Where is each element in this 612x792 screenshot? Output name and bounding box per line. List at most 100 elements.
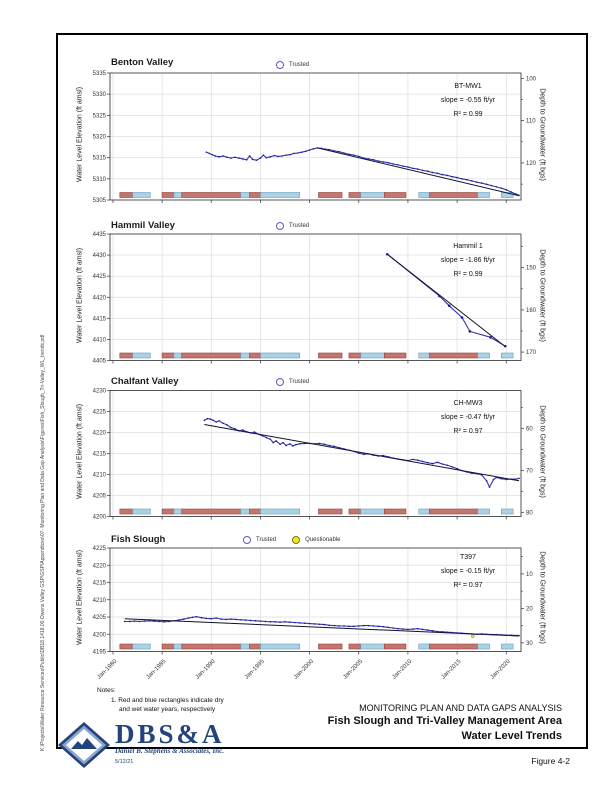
- svg-text:4205: 4205: [93, 615, 107, 621]
- svg-text:4220: 4220: [93, 431, 107, 437]
- slope-value: slope = -1.86 ft/yr: [440, 257, 496, 264]
- questionable-marker-icon: [292, 536, 301, 544]
- r2-value: R² = 0.97: [453, 582, 483, 589]
- trend-annotation-hammil: Hammil 1 slope = -1.86 ft/yr R² = 0.99: [398, 240, 538, 282]
- trend-line: [124, 618, 520, 637]
- svg-text:5305: 5305: [93, 198, 107, 204]
- legend-fish-slough: Trusted Questionable: [243, 536, 340, 544]
- logo-name: DBS&A: [115, 719, 225, 749]
- trusted-marker-icon: [276, 378, 284, 386]
- water-level-line: [206, 147, 520, 196]
- y-axis-label-right: Depth to Groundwater (ft bgs): [538, 405, 546, 498]
- notes-line: and wet water years, respectively: [119, 706, 216, 713]
- svg-text:4225: 4225: [93, 546, 107, 552]
- svg-text:Jan-1985: Jan-1985: [146, 658, 168, 680]
- chart-title-benton-valley: Benton Valley: [111, 57, 174, 68]
- page-frame: [56, 33, 588, 749]
- svg-text:4215: 4215: [93, 581, 107, 587]
- r2-value: R² = 0.99: [453, 111, 483, 118]
- svg-text:70: 70: [526, 468, 533, 474]
- svg-text:4405: 4405: [93, 359, 107, 365]
- trend-line: [386, 253, 506, 347]
- y-axis-label-left: Water Level Elevation (ft amsl): [76, 403, 84, 500]
- svg-text:160: 160: [526, 308, 537, 314]
- svg-text:Jan-2000: Jan-2000: [293, 658, 315, 680]
- svg-text:5310: 5310: [93, 177, 107, 183]
- trend-annotation-chalfant: CH-MW3 slope = -0.47 ft/yr R² = 0.97: [398, 397, 538, 439]
- svg-text:10: 10: [526, 572, 533, 578]
- logo-date: 5/12/21: [115, 759, 134, 765]
- svg-text:80: 80: [526, 510, 533, 516]
- svg-text:4215: 4215: [93, 452, 107, 458]
- svg-text:4220: 4220: [93, 563, 107, 569]
- svg-text:Jan-2005: Jan-2005: [342, 658, 364, 680]
- trusted-marker-icon: [243, 536, 251, 544]
- svg-text:20: 20: [526, 606, 533, 612]
- svg-text:4195: 4195: [93, 650, 107, 656]
- svg-text:5325: 5325: [93, 113, 107, 119]
- svg-text:4210: 4210: [93, 598, 107, 604]
- y-axis-label-left: Water Level Elevation (ft amsl): [76, 247, 84, 344]
- well-name: BT-MW1: [454, 83, 482, 90]
- svg-text:Jan-1995: Jan-1995: [244, 658, 266, 680]
- svg-text:4420: 4420: [93, 295, 107, 301]
- notes-heading: Notes:: [97, 687, 116, 694]
- svg-text:4205: 4205: [93, 494, 107, 500]
- r2-value: R² = 0.99: [453, 271, 483, 278]
- svg-text:Jan-2010: Jan-2010: [391, 658, 413, 680]
- well-name: CH-MW3: [453, 400, 483, 407]
- svg-text:4200: 4200: [93, 632, 107, 638]
- title-block: MONITORING PLAN AND DATA GAPS ANALYSIS F…: [328, 702, 562, 743]
- svg-text:4435: 4435: [93, 232, 107, 238]
- legend-benton: Trusted: [276, 61, 309, 69]
- svg-text:Jan-2020: Jan-2020: [490, 658, 512, 680]
- trusted-marker-icon: [276, 61, 284, 69]
- trusted-label: Trusted: [256, 537, 277, 543]
- svg-text:Jan-1980: Jan-1980: [96, 658, 118, 680]
- well-name: T397: [460, 554, 476, 561]
- logo-subtitle: Daniel B. Stephens & Associates, Inc.: [115, 747, 225, 755]
- svg-text:Jan-1990: Jan-1990: [195, 658, 217, 680]
- svg-text:Jan-2015: Jan-2015: [441, 658, 463, 680]
- y-axis-label-right: Depth to Groundwater (ft bgs): [538, 249, 546, 342]
- chart-title-hammil-valley: Hammil Valley: [111, 220, 175, 231]
- notes: Notes: 1. Red and blue rectangles indica…: [97, 686, 224, 715]
- slope-value: slope = -0.47 ft/yr: [440, 414, 496, 421]
- svg-text:30: 30: [526, 641, 533, 647]
- trusted-marker-icon: [276, 222, 284, 230]
- svg-text:4210: 4210: [93, 473, 107, 479]
- slope-value: slope = -0.15 ft/yr: [440, 568, 496, 575]
- trend-annotation-benton: BT-MW1 slope = -0.55 ft/yr R² = 0.99: [398, 80, 538, 122]
- questionable-point: [471, 634, 475, 639]
- svg-text:110: 110: [526, 119, 536, 125]
- svg-text:150: 150: [526, 266, 537, 272]
- chart-title-chalfant-valley: Chalfant Valley: [111, 376, 179, 387]
- figure-title-line2: Water Level Trends: [461, 729, 562, 742]
- dbsa-logo: DBS&A Daniel B. Stephens & Associates, I…: [58, 719, 225, 768]
- svg-text:60: 60: [526, 426, 533, 432]
- svg-text:4415: 4415: [93, 316, 107, 322]
- svg-text:5320: 5320: [93, 135, 107, 141]
- trend-line: [317, 147, 520, 197]
- y-axis-label-right: Depth to Groundwater (ft bgs): [538, 88, 546, 181]
- svg-text:4225: 4225: [93, 410, 107, 416]
- legend-hammil: Trusted: [276, 222, 309, 230]
- svg-text:4425: 4425: [93, 274, 107, 280]
- trusted-label: Trusted: [289, 223, 310, 229]
- legend-chalfant: Trusted: [276, 378, 309, 386]
- svg-text:4200: 4200: [93, 515, 107, 521]
- notes-line: 1. Red and blue rectangles indicate dry: [111, 696, 224, 704]
- svg-text:5315: 5315: [93, 156, 107, 162]
- svg-text:120: 120: [526, 161, 537, 167]
- svg-text:5330: 5330: [93, 92, 107, 98]
- figure-number: Figure 4-2: [531, 756, 570, 766]
- trusted-label: Trusted: [289, 62, 310, 68]
- figure-title-line1: Fish Slough and Tri-Valley Management Ar…: [327, 715, 562, 727]
- svg-text:4430: 4430: [93, 253, 107, 259]
- r2-value: R² = 0.97: [453, 428, 483, 435]
- svg-text:100: 100: [526, 76, 537, 82]
- svg-text:170: 170: [526, 350, 537, 356]
- chart-title-fish-slough: Fish Slough: [111, 534, 166, 545]
- questionable-label: Questionable: [305, 537, 341, 543]
